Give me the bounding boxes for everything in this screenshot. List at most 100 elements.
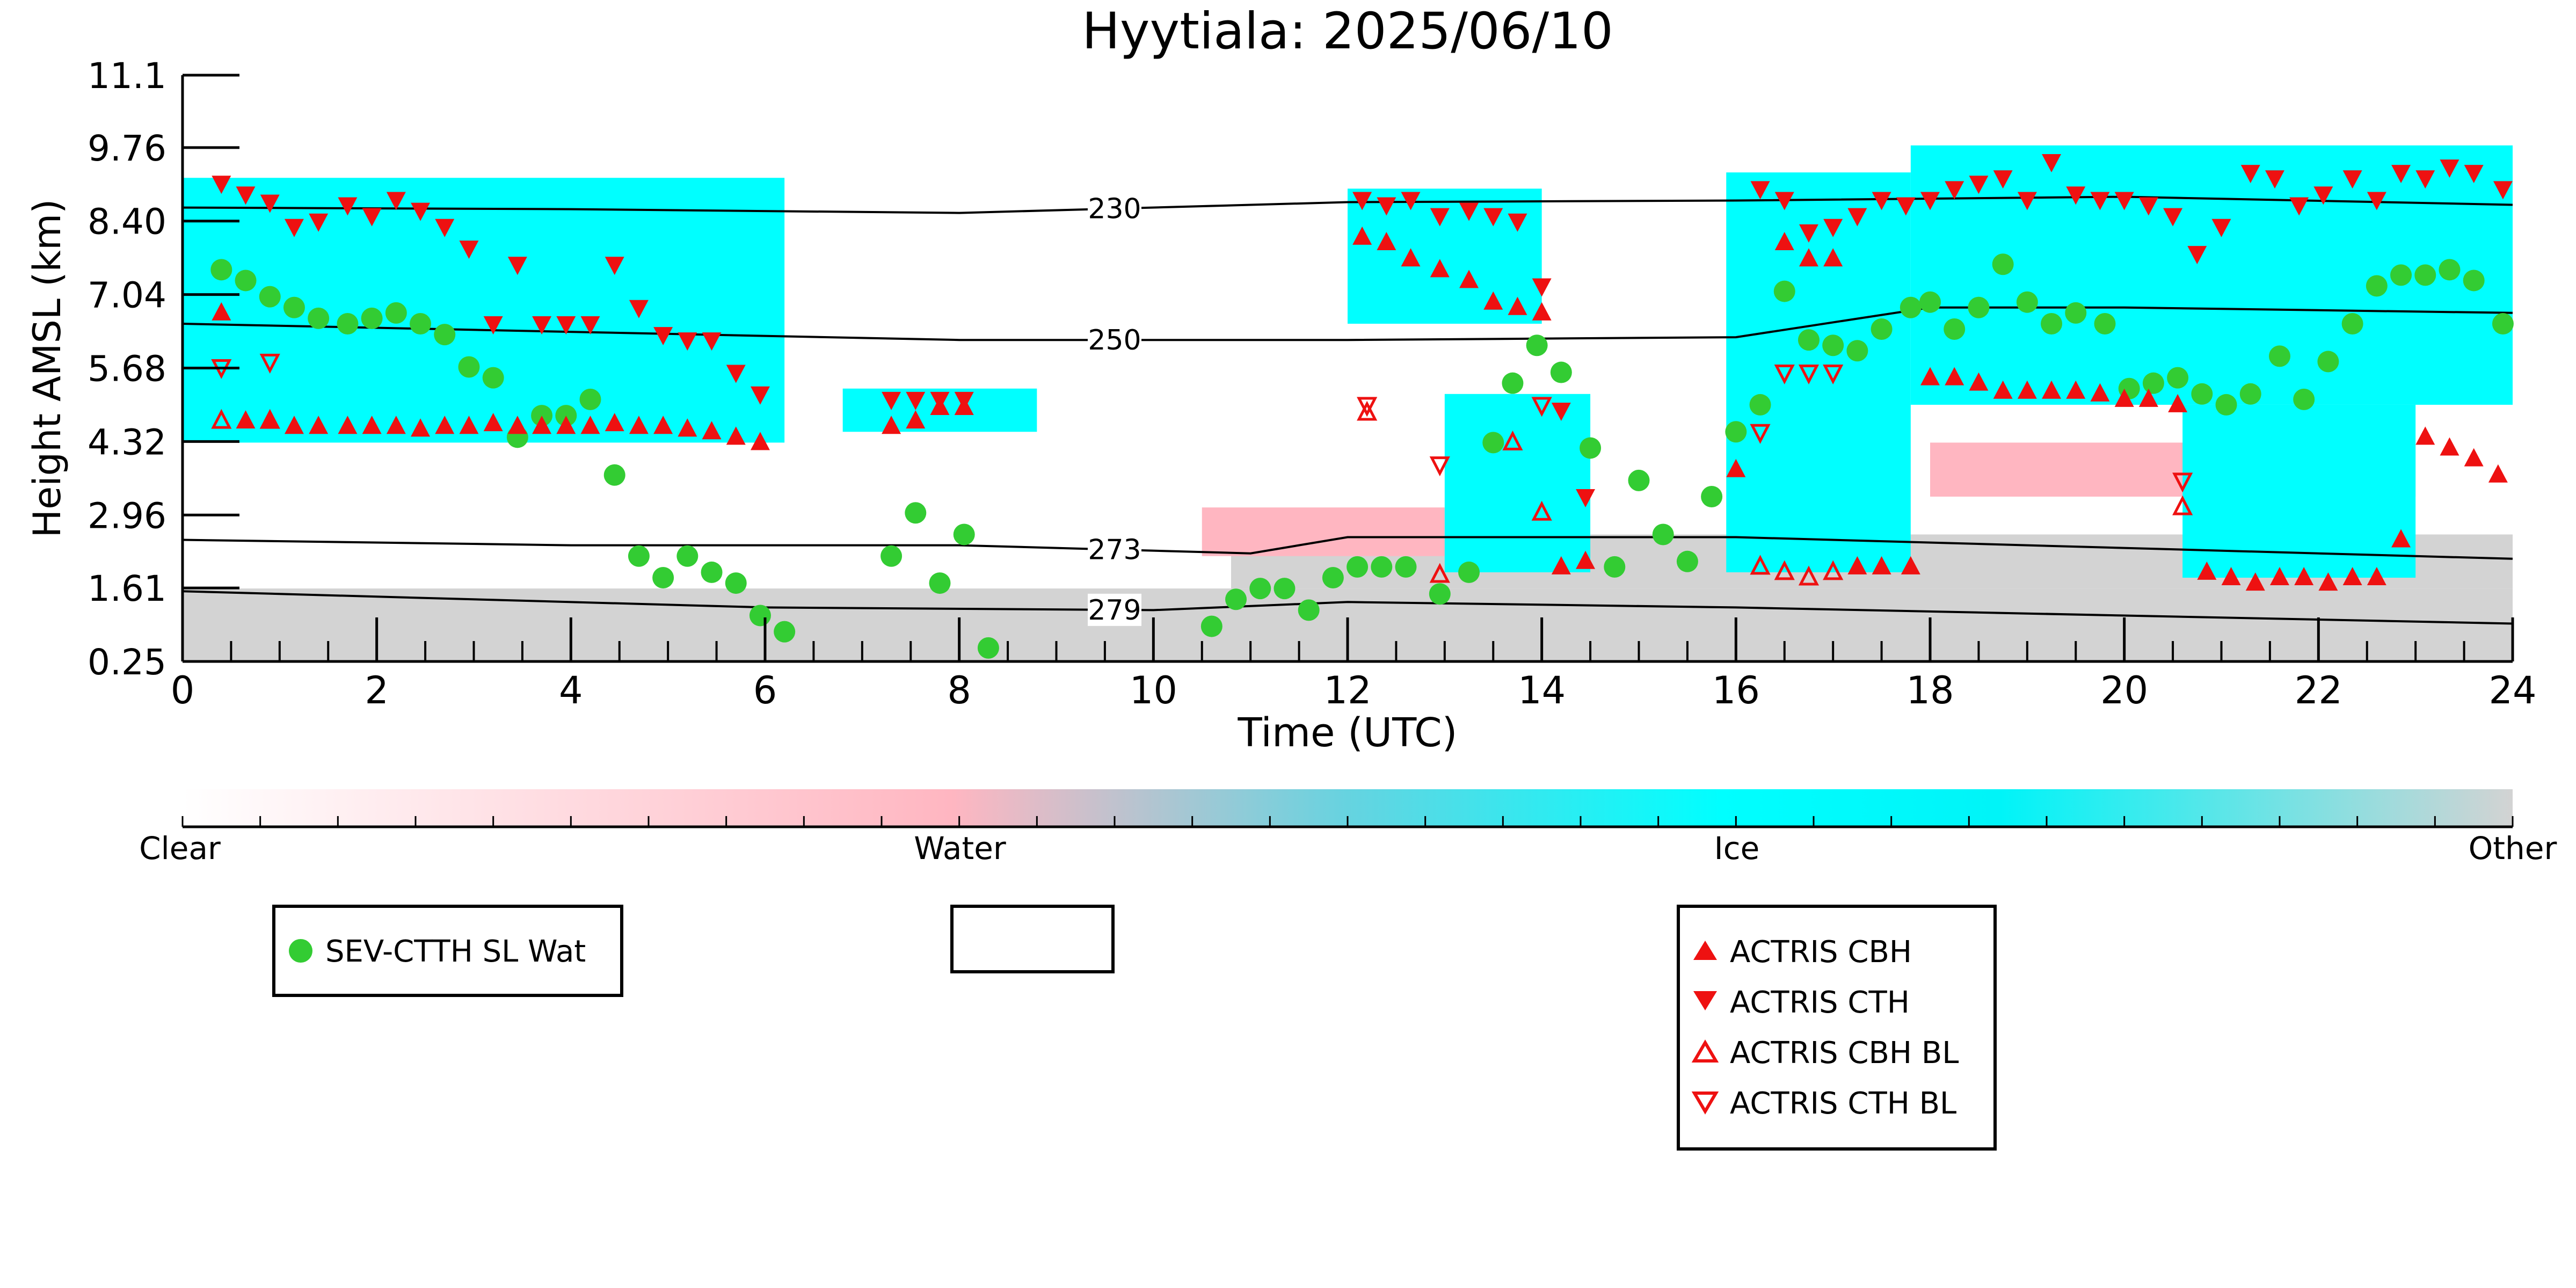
cbh-point bbox=[532, 416, 552, 434]
sev-ctth-point bbox=[1347, 556, 1369, 578]
y-tick-label: 5.68 bbox=[88, 348, 166, 389]
sev-ctth-point bbox=[2317, 351, 2339, 373]
sev-ctth-point bbox=[1225, 588, 1247, 610]
cbh-point bbox=[1847, 556, 1867, 574]
cth-point bbox=[483, 316, 503, 334]
cbh-point bbox=[2066, 380, 2086, 399]
sev-ctth-point bbox=[555, 405, 577, 427]
x-tick-label: 16 bbox=[1712, 668, 1760, 712]
sev-ctth-point bbox=[1701, 486, 1723, 508]
sev-ctth-point bbox=[1604, 556, 1626, 578]
cbh-point bbox=[435, 416, 455, 434]
cbh-point bbox=[1551, 556, 1571, 574]
cbh-point bbox=[653, 416, 673, 434]
ice-region bbox=[2182, 404, 2416, 578]
sev-ctth-point bbox=[1580, 437, 1602, 459]
cbh-bl-point bbox=[1429, 563, 1450, 583]
x-tick-label: 22 bbox=[2295, 668, 2342, 712]
cbh-point bbox=[1352, 226, 1372, 245]
y-tick-label: 9.76 bbox=[88, 128, 166, 169]
cbh-point bbox=[1532, 302, 1552, 321]
cbh-point bbox=[1459, 270, 1479, 288]
cth-point bbox=[507, 257, 527, 275]
cbh-point bbox=[1872, 556, 1891, 574]
isotherm-label-bg bbox=[1088, 192, 1141, 225]
sev-ctth-point bbox=[361, 307, 383, 329]
sev-ctth-point bbox=[235, 270, 257, 292]
legend-empty-box bbox=[950, 905, 1115, 973]
cth-point bbox=[1774, 192, 1794, 210]
legend-sev-marker bbox=[289, 939, 312, 963]
sev-ctth-point bbox=[1968, 296, 1990, 318]
cth-point bbox=[2289, 197, 2309, 216]
cbh-point bbox=[483, 413, 503, 432]
sev-ctth-point bbox=[2142, 372, 2164, 394]
cth-point bbox=[2211, 219, 2231, 237]
cth-bl-point bbox=[2172, 472, 2193, 493]
cth-point bbox=[1847, 208, 1867, 227]
sev-ctth-point bbox=[579, 388, 601, 410]
sev-ctth-point bbox=[1550, 361, 1572, 383]
legend-cth-label: ACTRIS CTH bbox=[1730, 985, 1910, 1020]
sev-ctth-point bbox=[1919, 291, 1941, 313]
sev-ctth-point bbox=[2390, 264, 2412, 286]
colorbar: Clear Water Ice Other bbox=[139, 789, 2557, 867]
y-ticks: 11.1 9.76 8.40 7.04 5.68 4.32 2.96 1.61 0.25 bbox=[88, 55, 239, 683]
sev-ctth-point bbox=[628, 545, 650, 567]
sev-ctth-point bbox=[725, 572, 747, 594]
cth-point bbox=[629, 300, 649, 318]
cbh-point bbox=[906, 410, 926, 429]
x-tick-label: 4 bbox=[559, 668, 583, 712]
sev-ctth-point bbox=[603, 464, 625, 486]
legend-cbh-label: ACTRIS CBH bbox=[1730, 935, 1912, 970]
cth-point bbox=[2464, 165, 2484, 184]
sev-ctth-point bbox=[1676, 550, 1698, 572]
cth-point bbox=[1483, 208, 1503, 227]
isotherm-279-label: 279 bbox=[1088, 594, 1141, 627]
cbh-point bbox=[629, 416, 649, 434]
cbh-point bbox=[2440, 437, 2459, 456]
cbh-bl-point bbox=[1774, 560, 1795, 580]
cbh-point bbox=[507, 416, 527, 434]
cth-point bbox=[309, 213, 329, 232]
isotherm-273-line bbox=[183, 536, 2513, 560]
x-tick-label: 18 bbox=[1906, 668, 1954, 712]
cth-point bbox=[750, 386, 770, 405]
cth-point bbox=[726, 365, 746, 383]
cbh-point bbox=[1901, 556, 1920, 574]
sev-ctth-point bbox=[2439, 259, 2461, 281]
cth-point bbox=[2066, 186, 2086, 205]
cbh-bl-point bbox=[1798, 565, 1820, 586]
sev-ctth-point bbox=[1846, 340, 1868, 362]
sev-ctth-point bbox=[1395, 556, 1417, 578]
cth-point bbox=[284, 219, 304, 237]
cbh-point bbox=[882, 416, 901, 434]
cth-point bbox=[2367, 192, 2386, 210]
sev-ctth-point bbox=[2041, 312, 2063, 334]
cbh-point bbox=[212, 302, 231, 321]
sev-ctth-point bbox=[1371, 556, 1393, 578]
colorbar-label-ice: Ice bbox=[1714, 830, 1760, 867]
cth-point bbox=[1401, 192, 1421, 210]
sev-ctth-point bbox=[977, 637, 999, 659]
isotherm-273-label: 273 bbox=[1088, 534, 1141, 566]
cbh-point bbox=[2342, 567, 2362, 585]
cbh-point bbox=[411, 418, 431, 437]
isotherm-label-bg bbox=[1088, 533, 1141, 566]
cth-point bbox=[459, 241, 479, 259]
cbh-point bbox=[1576, 550, 1596, 569]
cbh-point bbox=[338, 416, 358, 434]
sev-ctth-point bbox=[1628, 469, 1650, 491]
cbh-point bbox=[2318, 572, 2338, 591]
cbh-bl-point bbox=[1750, 555, 1771, 575]
sev-ctth-point bbox=[210, 259, 232, 281]
cth-bl-point bbox=[259, 353, 280, 374]
y-axis-label: Height AMSL (km) bbox=[25, 199, 69, 538]
cbh-point bbox=[236, 410, 256, 429]
cth-point bbox=[1532, 278, 1552, 297]
isotherm-230-label: 230 bbox=[1088, 193, 1141, 225]
cth-point bbox=[1459, 202, 1479, 221]
cth-point bbox=[1945, 181, 1964, 200]
cth-point bbox=[2114, 192, 2134, 210]
sev-ctth-point bbox=[2414, 264, 2436, 286]
